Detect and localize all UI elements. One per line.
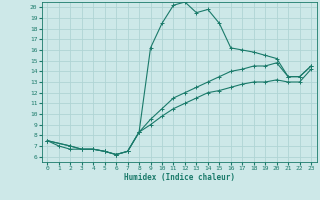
X-axis label: Humidex (Indice chaleur): Humidex (Indice chaleur): [124, 173, 235, 182]
